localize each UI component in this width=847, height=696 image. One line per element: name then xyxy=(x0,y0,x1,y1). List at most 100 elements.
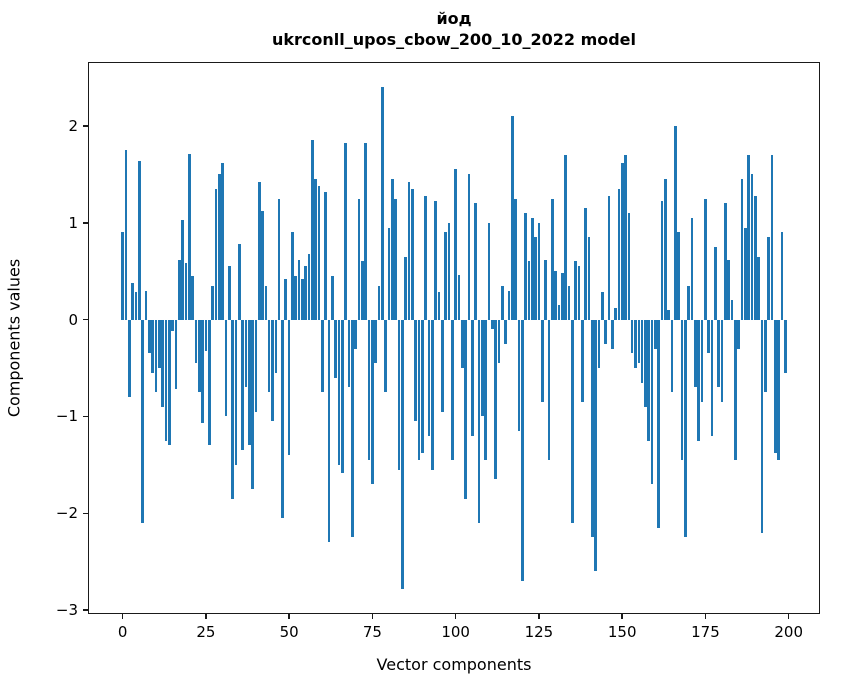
bar xyxy=(391,179,394,320)
bar xyxy=(144,290,148,320)
bar xyxy=(434,201,437,320)
bar xyxy=(401,319,404,589)
bar xyxy=(147,319,151,354)
bar xyxy=(677,232,681,320)
bar xyxy=(504,319,507,344)
bar xyxy=(524,213,527,320)
x-tick-mark xyxy=(621,614,623,619)
bar xyxy=(554,271,557,320)
bar xyxy=(630,319,634,354)
chart-title: йод ukrconll_upos_cbow_200_10_2022 model xyxy=(88,8,820,50)
bar xyxy=(467,174,471,320)
y-tick-label: −3 xyxy=(55,601,78,620)
bar xyxy=(660,201,664,320)
bar xyxy=(211,285,214,320)
bar xyxy=(364,143,368,320)
bar xyxy=(444,232,447,320)
bar xyxy=(154,319,158,393)
bar xyxy=(710,319,714,436)
x-tick-label: 125 xyxy=(524,623,554,641)
bar xyxy=(770,154,774,320)
bar xyxy=(307,253,311,320)
bar xyxy=(657,319,661,528)
bar xyxy=(274,319,278,373)
bar xyxy=(540,319,544,402)
bar xyxy=(667,309,671,320)
x-tick-label: 50 xyxy=(279,623,299,641)
bar xyxy=(610,319,614,349)
bar xyxy=(690,217,694,320)
y-tick-mark xyxy=(83,125,88,127)
bar xyxy=(297,259,301,320)
bar xyxy=(191,276,194,320)
bar xyxy=(617,188,621,320)
bar xyxy=(647,319,651,441)
bar xyxy=(161,319,164,407)
y-tick-mark xyxy=(83,318,88,321)
bar xyxy=(570,319,574,523)
bar xyxy=(287,319,291,456)
bar xyxy=(447,222,451,320)
bar xyxy=(620,162,624,320)
bar xyxy=(291,232,294,320)
bar xyxy=(464,319,467,499)
bar xyxy=(157,319,161,368)
bar xyxy=(421,319,424,454)
bar xyxy=(460,319,464,368)
bar xyxy=(580,319,584,402)
bar xyxy=(740,179,744,320)
bar xyxy=(301,278,304,320)
bar xyxy=(704,198,707,320)
bar xyxy=(514,198,517,320)
bar xyxy=(424,195,428,320)
bar xyxy=(361,261,364,320)
bar xyxy=(407,182,411,320)
bar xyxy=(351,319,354,538)
chart-title-word: йод xyxy=(436,9,472,28)
bar xyxy=(577,266,581,320)
bar xyxy=(727,259,731,320)
bar xyxy=(197,319,201,393)
y-tick-label: −2 xyxy=(55,504,78,523)
y-tick-mark xyxy=(83,512,88,515)
bar xyxy=(337,319,341,465)
bar xyxy=(311,140,314,320)
bar xyxy=(627,213,631,320)
y-tick-label: 1 xyxy=(68,213,78,232)
bar xyxy=(767,237,771,320)
bar xyxy=(384,319,388,393)
bar xyxy=(227,266,231,320)
bar xyxy=(141,319,144,523)
bar xyxy=(584,208,587,320)
bar xyxy=(181,219,184,320)
x-tick-label: 200 xyxy=(774,623,804,641)
y-tick-label: 0 xyxy=(68,310,78,329)
bar xyxy=(314,179,318,320)
bar xyxy=(717,319,721,388)
bar xyxy=(397,319,401,470)
bar xyxy=(234,319,238,465)
bar xyxy=(457,275,461,320)
bar xyxy=(567,285,571,320)
bar xyxy=(747,154,751,320)
x-tick-label: 25 xyxy=(196,623,216,641)
bar xyxy=(367,319,371,460)
bar xyxy=(517,319,521,431)
bar xyxy=(174,319,178,390)
bar xyxy=(251,319,254,490)
bar xyxy=(194,319,198,364)
bar xyxy=(187,154,191,320)
bar xyxy=(757,256,761,320)
bar xyxy=(730,300,734,320)
bar xyxy=(131,282,134,320)
bar xyxy=(417,319,421,460)
bar xyxy=(600,292,604,320)
bar xyxy=(177,259,181,320)
bar xyxy=(247,319,251,446)
bar xyxy=(754,195,757,320)
bar xyxy=(760,319,764,533)
bar xyxy=(324,191,328,320)
bar xyxy=(214,188,218,320)
bar xyxy=(271,319,274,422)
bar xyxy=(507,290,511,320)
